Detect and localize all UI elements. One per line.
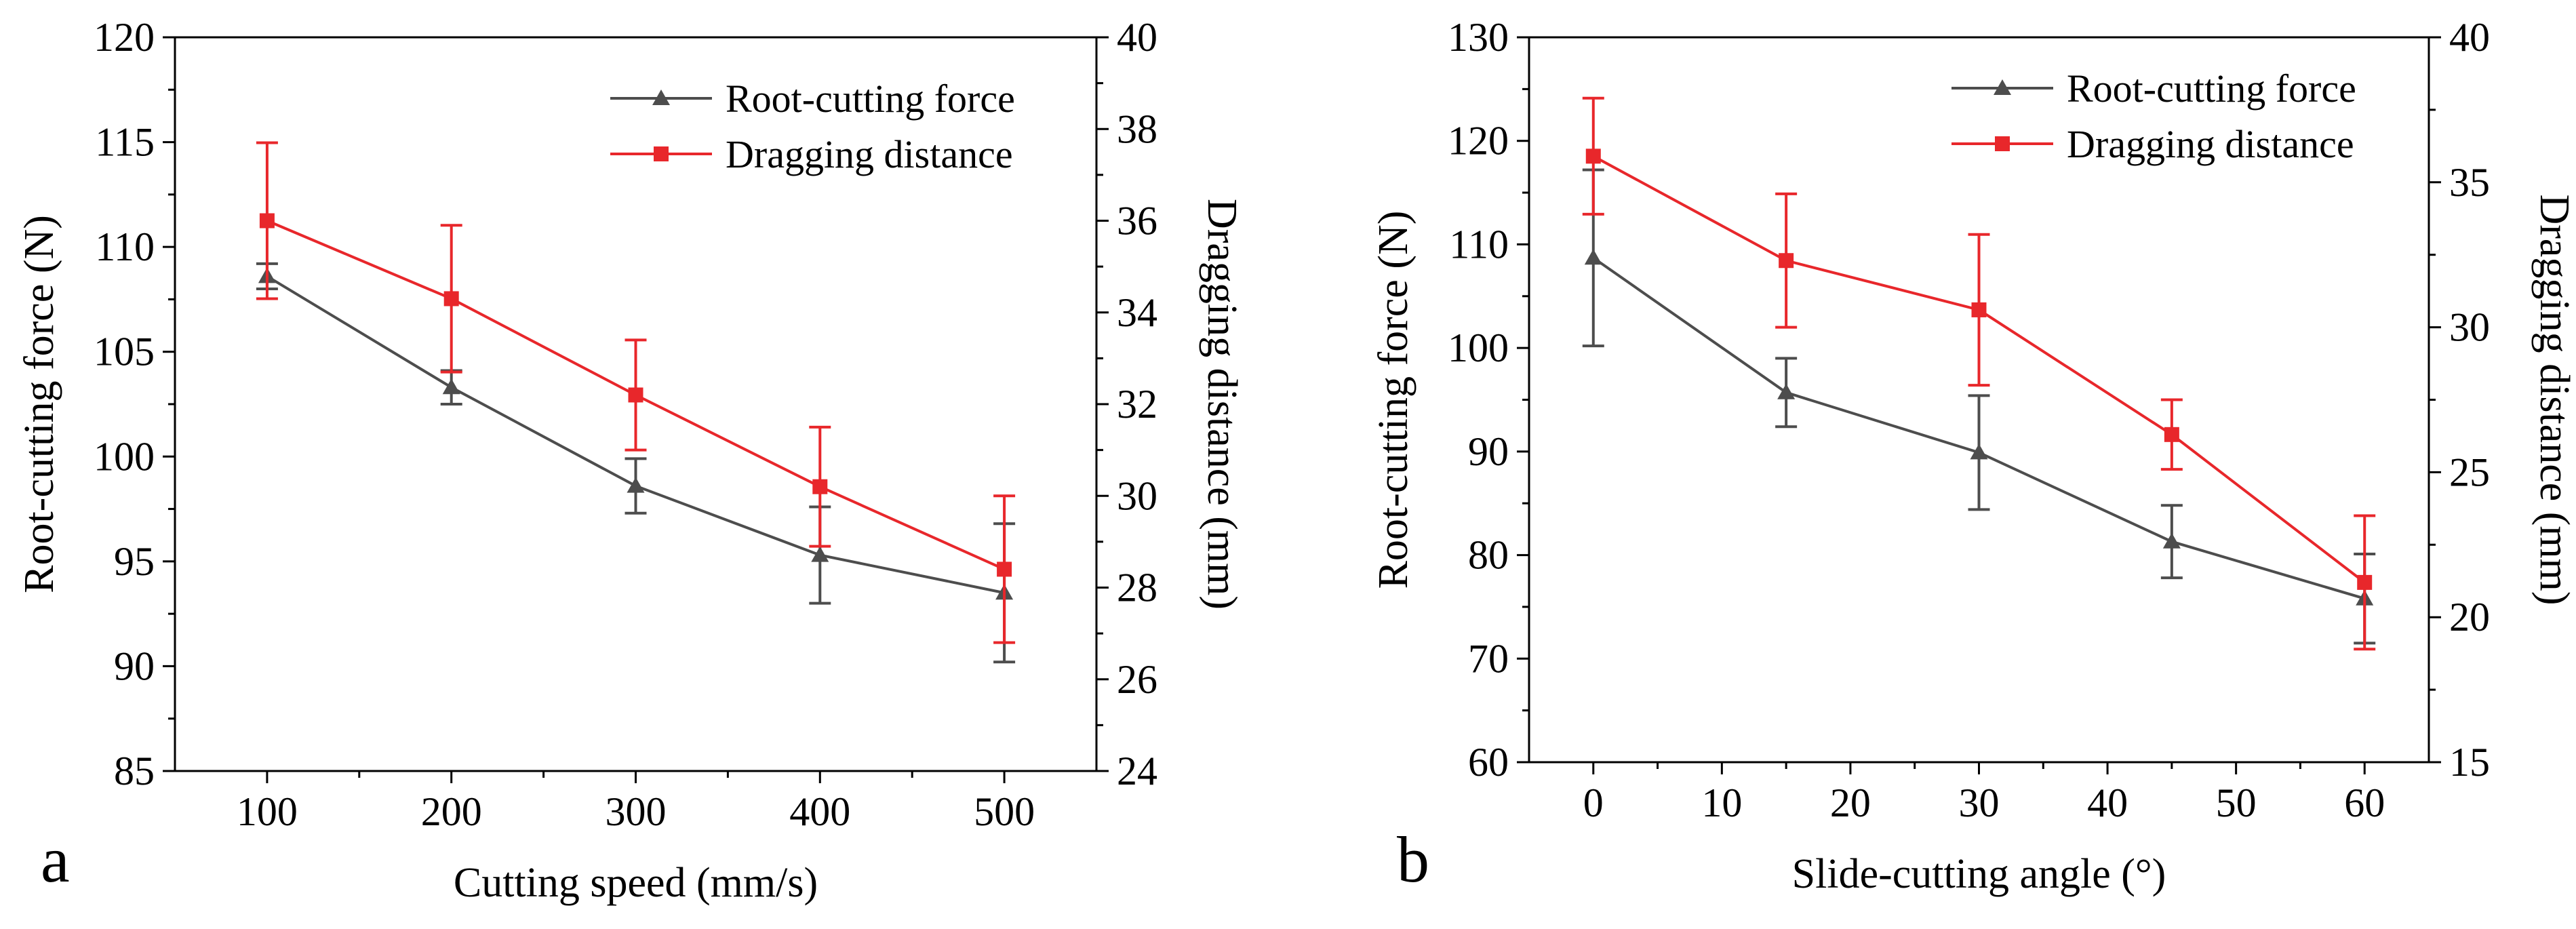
legend: Root-cutting force Dragging distance xyxy=(1951,66,2356,166)
x-tick-label: 300 xyxy=(606,789,667,834)
y2-tick-label: 15 xyxy=(2449,740,2490,785)
y-tick-label: 130 xyxy=(1448,15,1509,60)
y-axis-label: Root-cutting force (N) xyxy=(1370,211,1416,589)
legend-label: Dragging distance xyxy=(2067,122,2354,166)
y2-tick-label: 35 xyxy=(2449,160,2490,205)
y2-tick-label: 34 xyxy=(1117,290,1157,335)
data-point-square xyxy=(812,479,828,494)
y-tick-label: 100 xyxy=(1448,325,1509,370)
x-tick-label: 400 xyxy=(789,789,850,834)
x-tick-label: 200 xyxy=(421,789,482,834)
data-point-square xyxy=(2164,427,2179,442)
y-axis-label: Root-cutting force (N) xyxy=(16,215,62,593)
y2-tick-label: 38 xyxy=(1117,106,1157,151)
data-point-triangle xyxy=(1777,383,1796,399)
series-root-cutting-force xyxy=(256,262,1016,664)
chart-panel-a: 100 200 300 400 500 85 90 95 100 105 110 115 120 24 26… xyxy=(16,15,1245,906)
x-tick-label: 20 xyxy=(1830,780,1871,825)
y2-tick-label: 25 xyxy=(2449,450,2490,494)
x-tick-label: 30 xyxy=(1959,780,2000,825)
series-dragging-distance xyxy=(1582,96,2376,651)
x-tick-label: 40 xyxy=(2087,780,2128,825)
x-axis-label: Slide-cutting angle (°) xyxy=(1792,851,2166,897)
y2-tick-label: 20 xyxy=(2449,595,2490,639)
chart-panel-b: 0 10 20 30 40 50 60 60 70 80 90 100 110 120 130 15 20 25 3… xyxy=(1370,15,2576,897)
data-point-triangle xyxy=(442,378,460,395)
y-tick-label: 80 xyxy=(1468,533,1509,578)
y-tick-label: 95 xyxy=(114,539,155,584)
data-point-square xyxy=(2357,574,2373,590)
y2-tick-label: 28 xyxy=(1117,566,1157,610)
y2-tick-label: 26 xyxy=(1117,657,1157,702)
data-point-triangle xyxy=(627,477,645,493)
x-tick-label: 100 xyxy=(237,789,298,834)
x-tick-label: 0 xyxy=(1583,780,1604,825)
y2-tick-label: 36 xyxy=(1117,199,1157,243)
legend-marker-triangle xyxy=(1994,79,2011,95)
y-tick-label: 120 xyxy=(94,15,155,60)
y-tick-label: 120 xyxy=(1448,119,1509,163)
y-tick-label: 100 xyxy=(94,434,155,479)
legend-label: Root-cutting force xyxy=(726,77,1015,121)
y-tick-label: 90 xyxy=(1468,429,1509,474)
legend-label: Root-cutting force xyxy=(2067,66,2356,111)
data-point-triangle xyxy=(811,546,829,562)
legend-label: Dragging distance xyxy=(726,132,1013,176)
y-tick-label: 90 xyxy=(114,644,155,688)
y2-tick-label: 30 xyxy=(1117,473,1157,518)
legend-marker-square xyxy=(1995,136,2010,151)
data-point-square xyxy=(443,291,459,307)
y2-axis-label: Dragging distance (mm) xyxy=(1199,199,1245,610)
y2-tick-label: 30 xyxy=(2449,305,2490,350)
x-tick-label: 60 xyxy=(2344,780,2385,825)
data-point-square xyxy=(259,213,275,229)
y2-tick-label: 24 xyxy=(1117,749,1157,793)
legend-marker-triangle xyxy=(652,90,670,105)
x-axis-label: Cutting speed (mm/s) xyxy=(454,860,818,906)
x-tick-label: 500 xyxy=(974,789,1035,834)
y-tick-label: 70 xyxy=(1468,636,1509,681)
panel-label: a xyxy=(41,823,70,896)
y-tick-label: 110 xyxy=(1449,222,1509,266)
panel-label: b xyxy=(1397,823,1429,896)
y-tick-label: 110 xyxy=(95,224,155,269)
x-tick-label: 50 xyxy=(2216,780,2257,825)
data-point-square xyxy=(997,561,1012,577)
data-point-triangle xyxy=(1970,443,1988,460)
data-point-square xyxy=(1779,253,1794,269)
data-point-triangle xyxy=(1584,249,1602,265)
y2-tick-label: 40 xyxy=(1117,15,1157,60)
data-point-square xyxy=(1971,302,1987,317)
y-tick-label: 60 xyxy=(1468,740,1509,785)
y2-tick-label: 40 xyxy=(2449,15,2490,60)
series-dragging-distance xyxy=(256,141,1016,644)
data-point-triangle xyxy=(2162,532,2181,549)
x-tick-label: 10 xyxy=(1701,780,1742,825)
y-tick-label: 115 xyxy=(95,120,155,165)
y-tick-label: 105 xyxy=(94,330,155,374)
y-tick-label: 85 xyxy=(114,749,155,793)
y2-tick-label: 32 xyxy=(1117,382,1157,427)
legend: Root-cutting force Dragging distance xyxy=(610,77,1015,176)
data-point-square xyxy=(1585,149,1601,164)
legend-marker-square xyxy=(654,146,669,161)
y2-axis-label: Dragging distance (mm) xyxy=(2531,194,2576,605)
data-point-square xyxy=(628,387,643,403)
